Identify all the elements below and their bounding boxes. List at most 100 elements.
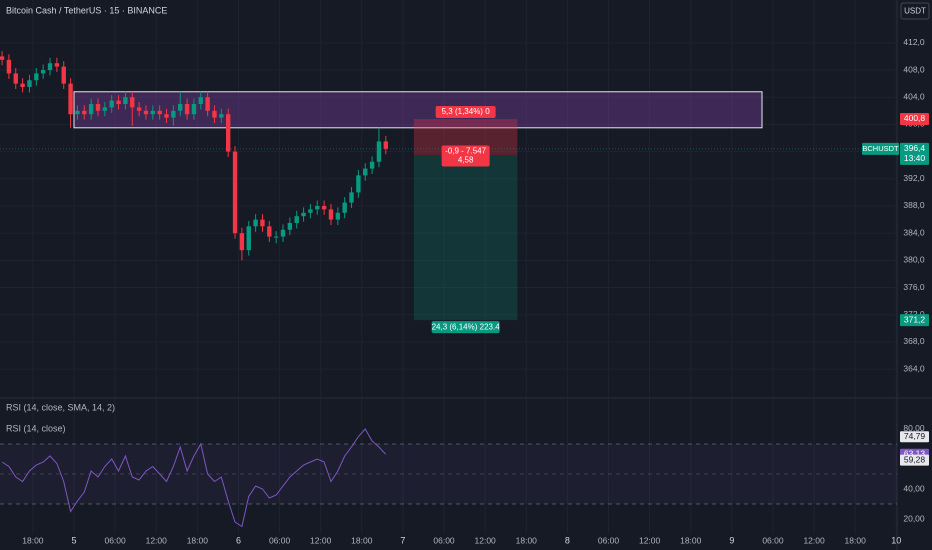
candle-body	[308, 209, 313, 213]
y-tick-label: 404,0	[903, 91, 925, 101]
x-tick-label: 06:00	[762, 535, 784, 545]
candle-body	[136, 107, 142, 111]
candle-body	[349, 192, 354, 203]
target-tag-bg	[900, 314, 929, 327]
y-tick-label: 372,0	[903, 309, 925, 319]
candle-body	[95, 104, 101, 111]
candle-body	[198, 97, 203, 105]
candle-body	[20, 83, 25, 88]
candle-body	[130, 97, 135, 108]
candle-body	[171, 110, 176, 118]
x-tick-label: 10	[891, 535, 901, 545]
x-tick-label: 06:00	[598, 535, 620, 545]
candle-body	[0, 56, 5, 60]
x-tick-label: 18:00	[680, 535, 702, 545]
candle-body	[321, 205, 327, 210]
candle-body	[315, 205, 320, 210]
candle-body	[246, 226, 251, 251]
x-tick-label: 18:00	[187, 535, 209, 545]
candle-body	[116, 100, 121, 105]
position-label-bg	[431, 321, 500, 334]
x-tick-label: 6	[236, 535, 241, 545]
candle-body	[47, 63, 53, 71]
x-tick-label: 7	[400, 535, 405, 545]
currency-box[interactable]	[900, 2, 930, 20]
candle-body	[356, 175, 361, 193]
candle-body	[342, 202, 347, 213]
x-tick-label: 06:00	[104, 535, 126, 545]
last-price-tag: 396,4	[904, 143, 926, 153]
candle-body	[184, 104, 190, 115]
rsi-line	[1, 428, 387, 528]
candle-body	[109, 100, 114, 108]
candle-body	[383, 141, 388, 149]
currency[interactable]: USDT	[904, 7, 926, 16]
candle-body	[225, 114, 231, 152]
symbol-tag: BCHUSDT	[862, 144, 899, 153]
rsi-ma-tag: 59,28	[904, 454, 926, 464]
x-tick-label: 18:00	[516, 535, 538, 545]
candle-body	[88, 104, 94, 115]
candle-body	[13, 73, 18, 84]
candle-body	[40, 70, 46, 74]
position-label: 24,3 (6,14%) 223.4	[432, 322, 501, 331]
x-tick-label: 12:00	[803, 535, 825, 545]
candle-body	[253, 219, 258, 227]
candle-body	[280, 229, 286, 237]
position-label: -0,9 - 7.547	[445, 147, 486, 156]
x-tick-label: 12:00	[639, 535, 661, 545]
position-label: 4,58	[458, 156, 474, 165]
target-tag: 371,2	[904, 314, 926, 324]
x-tick-label: 12:00	[146, 535, 168, 545]
candle-body	[68, 83, 73, 115]
x-tick-label: 06:00	[269, 535, 291, 545]
rsi-tick-label: 20,00	[903, 513, 925, 523]
candle-body	[6, 59, 12, 74]
x-tick-label: 5	[71, 535, 76, 545]
candle-body	[232, 151, 238, 234]
candle-body	[27, 80, 32, 88]
candle-body	[267, 226, 272, 237]
target-zone	[413, 154, 518, 321]
overlays	[0, 91, 897, 321]
candle-body	[301, 212, 306, 217]
y-tick-label: 392,0	[903, 173, 925, 183]
candle-body	[34, 73, 39, 81]
candle-body	[260, 219, 265, 227]
candle-body	[294, 216, 299, 223]
candle-body	[219, 114, 224, 118]
candle-body	[102, 107, 108, 111]
y-tick-label: 412,0	[903, 37, 925, 47]
x-tick-label: 12:00	[310, 535, 332, 545]
position-label-bg	[435, 105, 496, 118]
countdown: 13:40	[904, 153, 926, 163]
candle-body	[376, 141, 382, 162]
marks	[0, 50, 388, 528]
y-tick-label: 384,0	[903, 227, 925, 237]
y-tick-label: 368,0	[903, 336, 925, 346]
x-tick-label: 18:00	[22, 535, 44, 545]
candle-body	[369, 161, 375, 169]
candle-body	[164, 114, 169, 118]
candle-body	[82, 110, 87, 115]
candle-body	[363, 168, 368, 176]
symbol-tag-bg	[862, 142, 899, 155]
candle-body	[61, 66, 66, 84]
candle-body	[143, 110, 149, 115]
candle-body	[150, 110, 156, 115]
stop-tag-bg	[900, 112, 929, 125]
rsi-tick-label: 40,00	[903, 483, 925, 493]
candle-body	[54, 63, 60, 67]
labels: 18:00 5 06:00 12:00 18:00 6 06:00 12:00 18:00 7 06…	[22, 37, 929, 545]
candle-body	[75, 110, 80, 115]
chart-title: Bitcoin Cash / TetherUS · 15 · BINANCE	[6, 5, 167, 15]
y-tick-label: 380,0	[903, 255, 925, 265]
rsi-band	[0, 443, 897, 505]
candle-body	[335, 212, 341, 220]
position-label: 5,3 (1,34%) 0	[442, 107, 491, 116]
rsi-legend: RSI (14, close)	[6, 423, 66, 433]
position-label-bg	[441, 145, 490, 167]
rsi-upper-tag: 74,79	[904, 431, 926, 441]
